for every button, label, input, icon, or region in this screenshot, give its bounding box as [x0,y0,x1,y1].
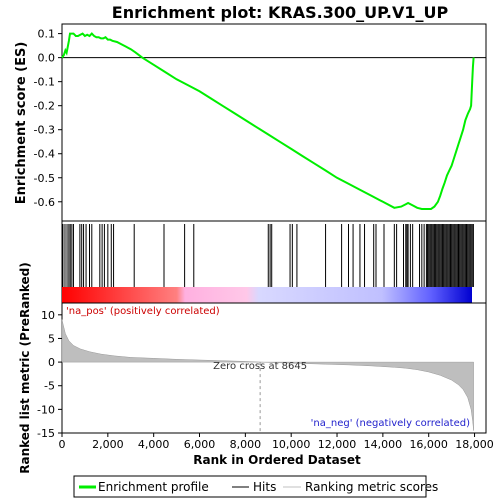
es-y-tick-label: 0.0 [38,52,56,65]
es-y-tick-label: -0.2 [34,100,55,113]
es-y-tick-label: -0.4 [34,148,55,161]
metric-y-tick-label: 10 [41,309,55,322]
chart-title: Enrichment plot: KRAS.300_UP.V1_UP [112,3,449,22]
es-y-tick-label: -0.5 [34,172,55,185]
metric-y-axis-label: Ranked list metric (PreRanked) [18,262,32,474]
metric-y-tick-label: 5 [48,332,55,345]
metric-y-ticks: 10 5 0 -5 -10 -15 [37,309,62,440]
es-y-tick-label: -0.3 [34,124,55,137]
es-y-tick-label: 0.1 [38,28,56,41]
x-axis-label: Rank in Ordered Dataset [193,453,361,467]
metric-y-tick-label: -5 [44,380,55,393]
metric-x-ticks: 0 2,000 4,000 6,000 8,000 10,000 12,000 14,000 1… [59,433,494,451]
metric-x-tick-label: 14,000 [364,438,403,451]
metric-x-tick-label: 0 [59,438,66,451]
es-y-tick-label: -0.6 [34,196,55,209]
es-y-tick-label: -0.1 [34,76,55,89]
metric-x-tick-label: 18,000 [455,438,494,451]
metric-x-tick-label: 4,000 [138,438,170,451]
metric-x-tick-label: 16,000 [409,438,448,451]
positive-correlation-label: 'na_pos' (positively correlated) [66,306,220,317]
metric-x-tick-label: 10,000 [272,438,311,451]
metric-y-tick-label: -15 [37,427,55,440]
es-y-ticks: 0.1 0.0 -0.1 -0.2 -0.3 -0.4 -0.5 -0.6 [34,28,62,209]
metric-x-tick-label: 8,000 [230,438,262,451]
legend-enrichment-profile-label: Enrichment profile [98,480,209,494]
legend-hits-label: Hits [253,480,276,494]
metric-y-tick-label: 0 [48,356,55,369]
metric-x-tick-label: 6,000 [184,438,216,451]
es-plot-frame [62,24,486,221]
metric-x-tick-label: 2,000 [92,438,124,451]
es-y-axis-label: Enrichment score (ES) [14,42,29,205]
metric-x-tick-label: 12,000 [318,438,357,451]
rank-gradient-bar [62,287,472,303]
hits-panel [62,221,486,303]
legend-ranking-metric-label: Ranking metric scores [305,480,438,494]
metric-y-tick-label: -10 [37,403,55,416]
legend: Enrichment profile Hits Ranking metric s… [74,476,438,497]
negative-correlation-label: 'na_neg' (negatively correlated) [311,418,470,429]
zero-cross-label: Zero cross at 8645 [213,361,307,372]
es-panel: 0.1 0.0 -0.1 -0.2 -0.3 -0.4 -0.5 -0.6 Enrichmen… [14,24,486,221]
